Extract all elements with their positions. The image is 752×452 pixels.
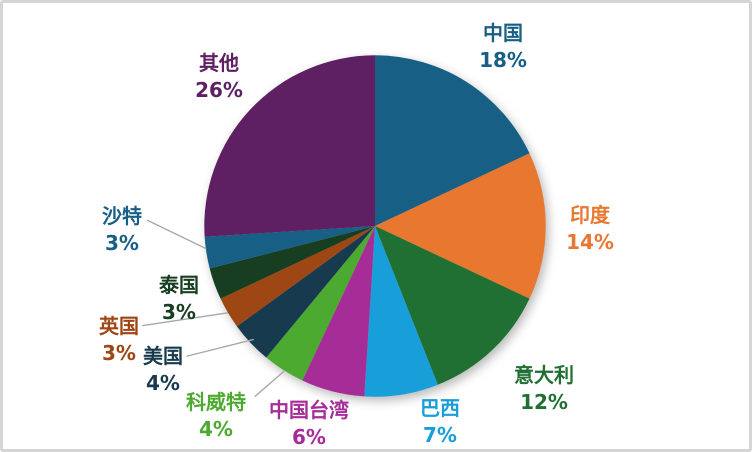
- pie-slice-china: [375, 55, 530, 226]
- pie-slices-group: [204, 55, 546, 397]
- pie-slice-italy: [375, 226, 530, 385]
- pie-slice-saudi: [204, 226, 376, 269]
- pie-slice-kuwait: [266, 226, 376, 381]
- pie-slice-uk: [220, 226, 376, 327]
- pie-slice-india: [375, 153, 546, 299]
- pie-slice-others: [204, 55, 376, 237]
- pie-chart-svg: [142, 55, 546, 398]
- pie-slice-usa: [236, 226, 376, 358]
- leader-line-saudi: [146, 219, 207, 250]
- leader-line-uk: [142, 312, 229, 327]
- leader-lines-group: [142, 219, 285, 398]
- pie-slice-brazil: [364, 226, 438, 397]
- pie-slice-taiwan-china: [302, 226, 376, 397]
- leader-line-kuwait: [254, 370, 285, 398]
- pie-slice-thailand: [209, 226, 376, 299]
- leader-line-usa: [186, 338, 254, 357]
